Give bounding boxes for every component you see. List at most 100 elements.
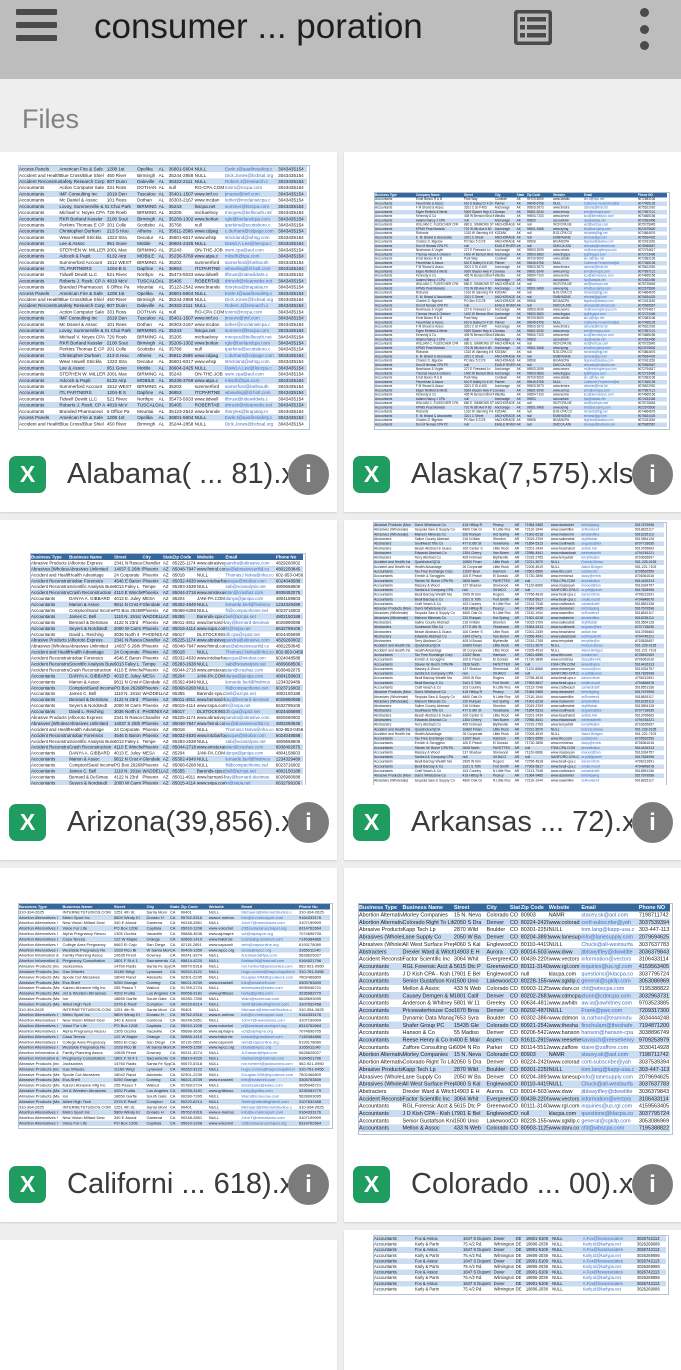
file-name[interactable]: Alabama( ... 81).xlsx xyxy=(67,458,288,490)
preview-row: Accountants DANYA A. GIBBARD 4013 E. Juley… xyxy=(31,750,303,757)
preview-row: Abstracters Beach Abstract & Guara 100 Cen… xyxy=(374,713,664,718)
spreadsheet-preview-partial[interactable]: Accountants Fox & Assoc 1647 S Dupont Dover… xyxy=(373,1235,669,1295)
preview-row: Accountants Elgee Rehfeld & Mertz 9309 Gla… xyxy=(375,388,667,393)
preview-row: Abstracters Southwest Title Co 477 E 6th S… xyxy=(374,708,664,714)
preview-row: Accountants ITL PARTNERS 1204-B S Daphne AL 3… xyxy=(19,265,307,272)
preview-row: Accountants RKR Borland Kessler 2100 Sout B… xyxy=(19,339,307,347)
spreadsheet-preview-arizona[interactable]: Business Type Business Name Street City Stat… xyxy=(30,553,306,785)
preview-row: Accident and Health Blue Cross/Blue Shiel… xyxy=(19,172,307,179)
preview-row: Accountants Kennedy & Co 405 W Benson Blvd… xyxy=(375,273,667,278)
file-name[interactable]: Colorado ... 00).xlsx xyxy=(411,1168,632,1200)
preview-row: Accountants Pricewaterhouse Coop 1670 Broa… xyxy=(359,1006,670,1015)
excel-file-icon: X xyxy=(9,1166,46,1203)
preview-row: Accident Reconstruction SpScientific Ana… xyxy=(31,661,303,667)
preview-row: Abortion Alternatives I Metro Sport Inc 58… xyxy=(19,1012,330,1018)
preview-row: Accountants KPMG Peat Marwick 701 W 8th Av… xyxy=(375,346,667,351)
preview-row: Accountants James C. Bell 1110 N. 191st WAD… xyxy=(31,690,303,697)
preview-row: Accountants Mellon & Assoc 433 N Web Colora… xyxy=(359,984,670,993)
preview-row: Accountants F M Strand & Assoc 3201 C St #… xyxy=(375,265,667,270)
spreadsheet-preview-arkansas[interactable]: Abrasive Products (Man Dan's Whetstone Co… xyxy=(373,522,667,785)
preview-row: Accountants Steven W. Burch CPA PA 2828 No… xyxy=(374,662,664,667)
preview-row: Accountants WILLIAM C. FLEISCHER CPA 880 E… xyxy=(375,282,667,287)
preview-row: Accident and Health InsuraHealth Advanta… xyxy=(31,571,303,578)
info-icon[interactable]: i xyxy=(288,802,329,843)
info-icon[interactable]: i xyxy=(288,1164,329,1205)
file-card-alabama[interactable]: Access Panels American Fire & Safe 1208 1s… xyxy=(0,152,337,512)
hamburger-menu-icon[interactable] xyxy=(16,9,57,43)
preview-row: Accountants Branded Pharmaceut 6 Office Pa… xyxy=(19,408,307,415)
info-icon[interactable]: i xyxy=(288,454,329,495)
preview-row: Accountants Bernard & DeSimas 4122 N 23rd P… xyxy=(31,773,303,780)
preview-row: Abrasives (Wholesale) Malvern Minerals Co… xyxy=(374,699,664,704)
preview-row: Accountants Fox & Assoc 1647 S Dupont Dover… xyxy=(374,1236,666,1242)
preview-row: Accountants Adams Nancy J CPA null Anchorag… xyxy=(375,278,667,283)
preview-row: Accountants Richards 1310 W. Banning # 8 KO… xyxy=(375,350,667,355)
preview-row: Accountants Fox & Assoc 1647 S Dupont Dover… xyxy=(374,1258,666,1264)
preview-row: Accident and Health Ins Qualchoice/QCA 108… xyxy=(374,560,664,565)
preview-row: Accountants Elgee Rehfeld & Mertz 9309 Gla… xyxy=(375,210,667,215)
preview-row: Accountants Sanford & Company CPA null XIHA… xyxy=(374,671,664,677)
preview-row: Abortion Alternatives I Voice For Life PO … xyxy=(19,1120,330,1126)
preview-row: Abrasive Products (Ma Ion 18650 Garfie Sout… xyxy=(19,1093,330,1099)
file-card-california[interactable]: Business Type Business Name Street City Stat… xyxy=(0,868,337,1222)
preview-row: Business Type Business Name Street City Stat… xyxy=(19,904,330,910)
preview-row: Accountants Summerford Account 1512 WEST BI… xyxy=(19,383,307,390)
preview-row: Accident and Health Blue Cross/Blue Shiel… xyxy=(19,296,307,303)
preview-row: Abrasive Products (Inc Jacksonlea 14760 Ra… xyxy=(19,963,330,969)
file-name[interactable]: Arizona(39,856).xlsx xyxy=(67,806,288,838)
preview-row: Accident and Health Ins Qualchoice/QCA 108… xyxy=(374,727,664,732)
preview-row: Abstracters Beach Abstract & Guara 100 Cen… xyxy=(374,546,664,551)
preview-row: Abstracters Terry Abstract Co 405 N Broad B… xyxy=(374,722,664,728)
info-icon[interactable]: i xyxy=(632,1164,673,1205)
file-card-alaska[interactable]: Business Type Company Name Street City State… xyxy=(344,152,681,512)
preview-row: Accountants Hanson & Co 55 Madiso Denver CO 8… xyxy=(359,1028,670,1037)
preview-row: Accountants Feuerbhan & Assoc 610 E Bailey… xyxy=(375,261,667,266)
file-card-arkansas[interactable]: Abrasive Products (Man Dan's Whetstone Co… xyxy=(344,520,681,860)
preview-row: Accountants Bernard & DeSimas 4122 N 23rd P… xyxy=(31,696,303,703)
file-card-partial-right[interactable]: Accountants Fox & Assoc 1647 S Dupont Dover… xyxy=(344,1230,681,1370)
overflow-menu-icon[interactable] xyxy=(634,6,654,52)
preview-row: Accountants Roberts J. Rush, CP A 4819 McV… xyxy=(19,402,307,409)
preview-row: Accountants Michael V. Noyes CPA 729 Roeb B… xyxy=(19,209,307,216)
spreadsheet-preview-alaska[interactable]: Business Type Company Name Street City State… xyxy=(374,192,670,430)
file-card-arizona[interactable]: Business Type Business Name Street City Stat… xyxy=(0,520,337,860)
file-name[interactable]: Californi ... 618).xlsx xyxy=(67,1168,288,1200)
preview-row: Access Panels American Fire & Safe 1208 1s… xyxy=(19,414,307,421)
preview-row: Accountants Compton/Sand Income PO Box 262… xyxy=(31,762,303,769)
preview-row: Accountants Compton/Sand Income PO Box 262… xyxy=(31,607,303,614)
preview-row: Accountants RKR Borland Kessler 2100 Sout B… xyxy=(19,215,307,222)
file-card-partial-left[interactable] xyxy=(0,1240,337,1370)
preview-row: Accident Reconstruc Safety Research Corp 8… xyxy=(19,302,307,309)
preview-row: Accident Reconstruction SpIntobar Forens… xyxy=(31,655,303,662)
info-icon[interactable]: i xyxy=(632,802,673,843)
preview-row: Abrasive Products (Man Dan's Whetstone Co… xyxy=(374,690,664,695)
preview-row: Abrasives (Wholesale) Sequoia Saw & Suppl… xyxy=(374,778,664,783)
preview-row: Abortion AlternativesMorley Companies15 … xyxy=(359,1051,670,1059)
file-card-colorado[interactable]: Business Type Business Name Street City Stat… xyxy=(344,868,681,1222)
preview-row: Abrasive Products (Inc Gac Wheels 11160 Wr… xyxy=(19,1066,330,1072)
spreadsheet-preview-colorado[interactable]: Business Type Business Name Street City Stat… xyxy=(358,903,673,1135)
preview-row: Accountants Thomas Head & Greisen 1400 W B… xyxy=(375,252,667,257)
preview-row: Accountants Perkins Thomas E CP 201 Colle S… xyxy=(19,221,307,229)
preview-row: Abrasive Products (Man Dan's Whetstone Co… xyxy=(374,773,664,779)
preview-row: Abstracters Drexler Ward & Witche 14903 E … xyxy=(359,1087,670,1096)
list-view-icon[interactable] xyxy=(513,9,553,46)
preview-row: Accountants Craft Veach & Co 103 Country N … xyxy=(374,601,664,607)
file-name[interactable]: Alaska(7,575).xlsx xyxy=(411,458,632,490)
preview-row: Abrasive Products (Ma Allied High Tech 237… xyxy=(19,1001,330,1007)
preview-row: Access Panels American Fire & Safe 1208 1s… xyxy=(19,166,307,173)
preview-row: Abrasive Products (Ma Spode Cut Abrasives… xyxy=(19,974,330,980)
preview-row: Accountants STEPHEN W. MILLER 2001 Mac BIRM… xyxy=(19,246,307,253)
preview-row: Accountants Don M Neraas CPA PC null EAGLE … xyxy=(375,422,667,427)
preview-row: Accountants Charles D. Bigelow PO Box 5 21… xyxy=(375,418,667,423)
preview-row: Abrasive Products (Ma Ion 18650 Garfie Sout… xyxy=(19,996,330,1002)
preview-row: Accountants Sanford & Company CPA null XIHA… xyxy=(374,587,664,593)
spreadsheet-preview-california[interactable]: Business Type Business Name Street City Stat… xyxy=(18,903,333,1129)
info-icon[interactable]: i xyxy=(632,454,673,495)
preview-row: Accountants Mc Daniel & Assoc 101 Rees Doth… xyxy=(19,321,307,328)
spreadsheet-preview-alabama[interactable]: Access Panels American Fire & Safe 1208 1s… xyxy=(18,165,310,430)
preview-row: Abortion Alternatives I Westside Pregnanc… xyxy=(19,1044,330,1051)
preview-row: Abortion Information & Pregnancy Consulta… xyxy=(19,1055,330,1062)
file-name[interactable]: Arkansas ... 72).xlsx xyxy=(411,806,632,838)
